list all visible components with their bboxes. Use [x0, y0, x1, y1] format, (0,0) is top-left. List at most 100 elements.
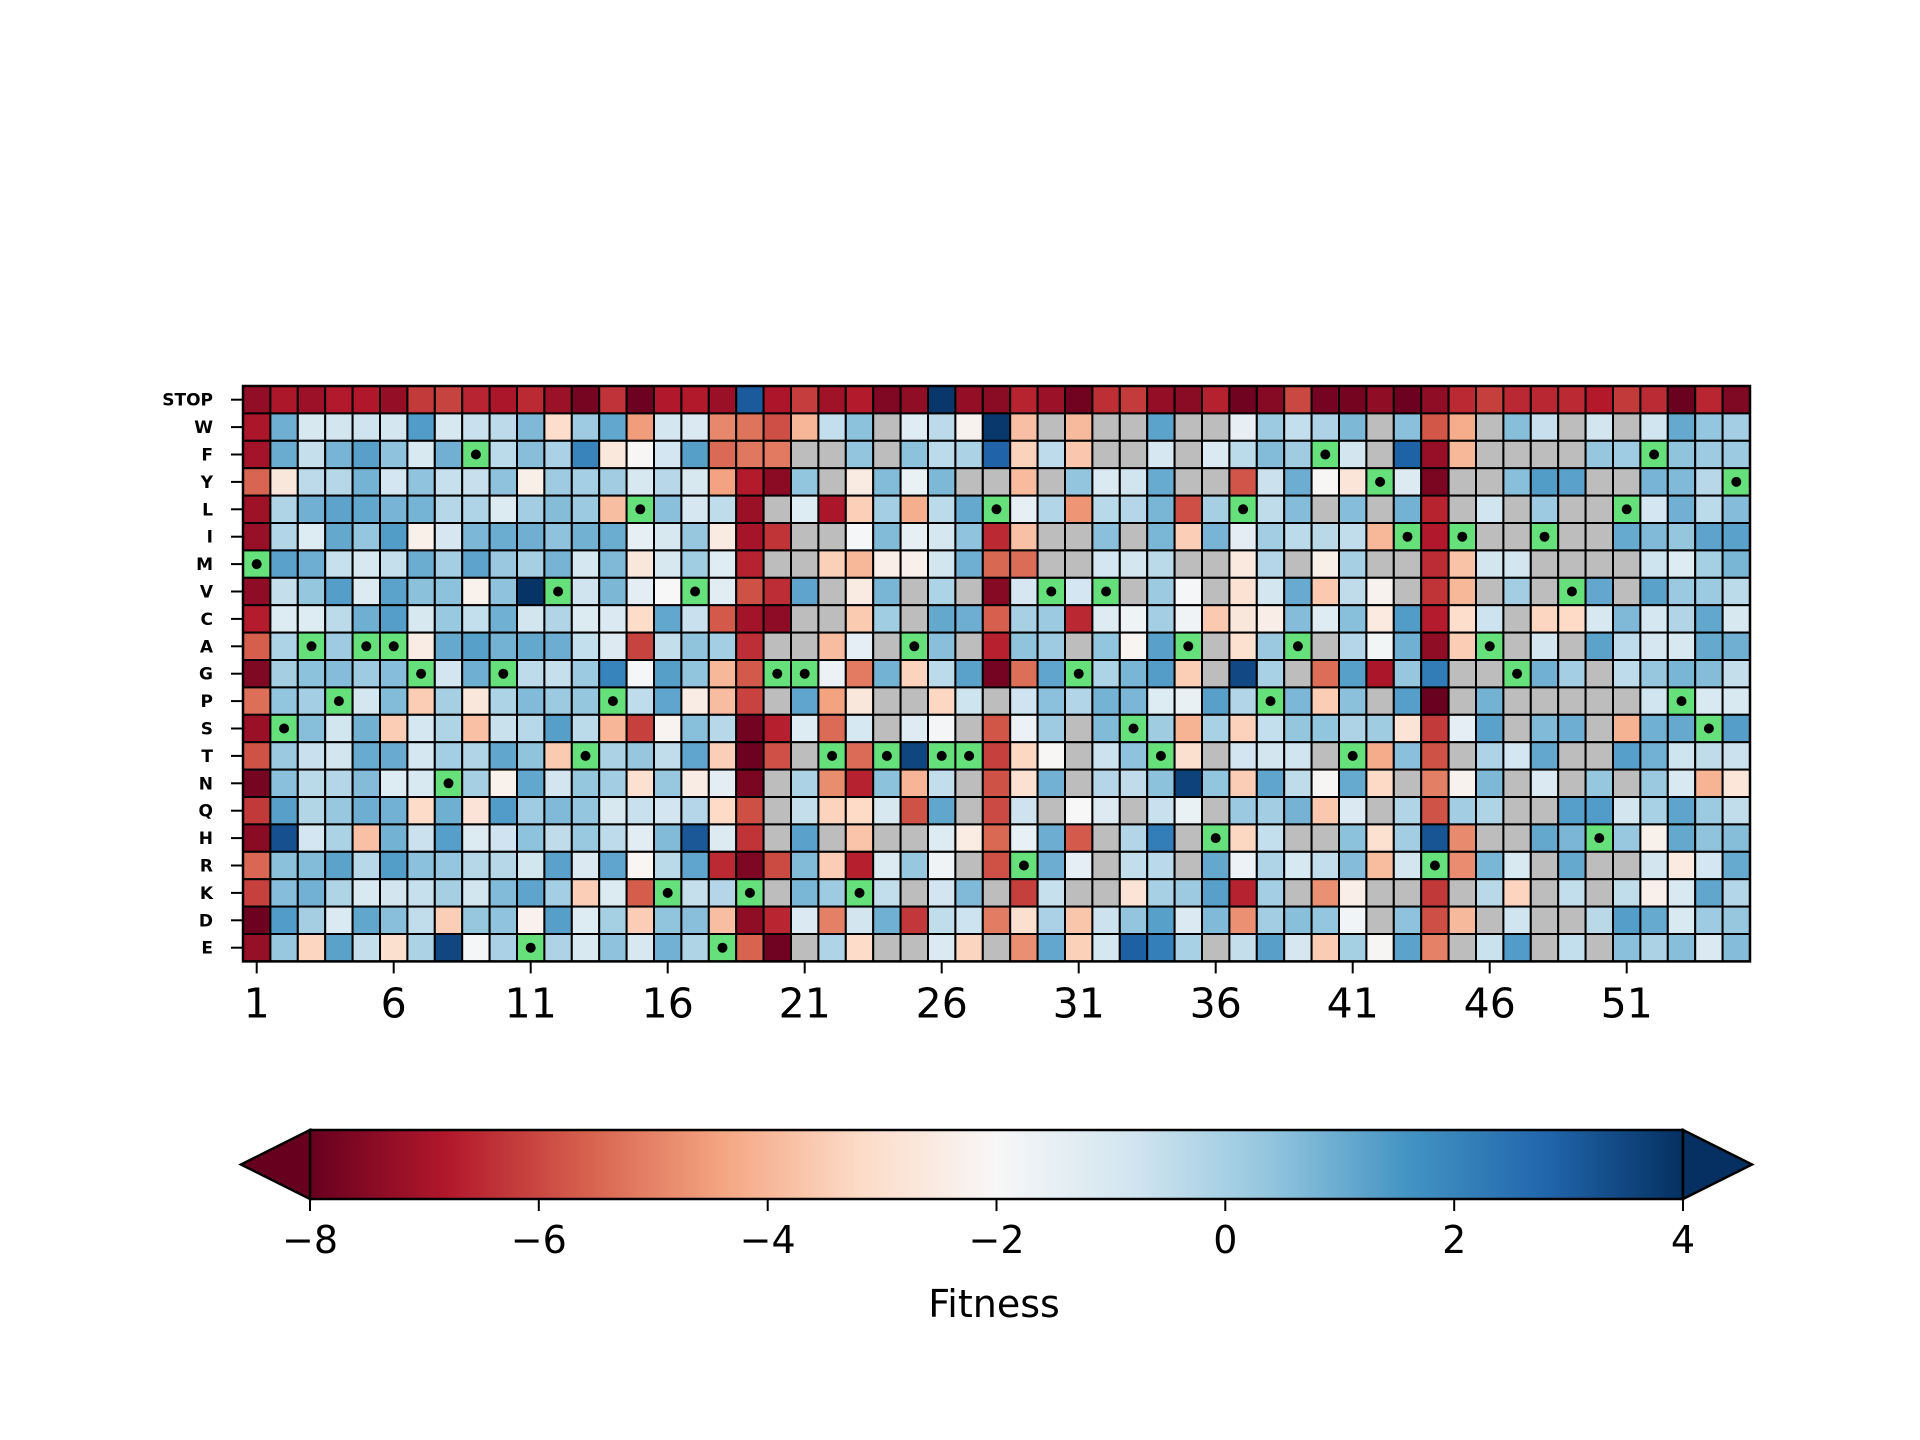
heatmap-cell: [680, 713, 710, 744]
heatmap-cell: [1639, 412, 1669, 442]
heatmap-cell: [1529, 439, 1560, 470]
heatmap-cell: [1338, 878, 1368, 908]
heatmap-cell: [1447, 823, 1477, 853]
heatmap-cell: [981, 549, 1012, 579]
heatmap-cell: [1091, 522, 1121, 552]
heatmap-cell: [927, 768, 957, 798]
heatmap-cell: [790, 796, 820, 826]
heatmap-cell: [1392, 741, 1423, 771]
heatmap-cell: [872, 576, 902, 607]
heatmap-cell: [1584, 741, 1614, 771]
heatmap-cell: [1338, 549, 1368, 579]
heatmap-cell: [899, 604, 929, 634]
heatmap-cell: [461, 549, 491, 579]
heatmap-cell: [1255, 549, 1286, 579]
heatmap-cell: [899, 659, 929, 689]
heatmap-cell: [1036, 768, 1066, 798]
heatmap-cell: [1118, 933, 1149, 963]
heatmap-cell: [351, 823, 382, 853]
heatmap-cell: [1721, 933, 1751, 963]
heatmap-cell: [1694, 741, 1724, 771]
heatmap-cell: [269, 933, 299, 963]
heatmap-cell: [1694, 823, 1724, 853]
heatmap-cell: [954, 549, 984, 579]
heatmap-cell: [1283, 439, 1313, 470]
heatmap-cell: [872, 713, 902, 744]
heatmap-cell: [1529, 713, 1560, 744]
heatmap-cell: [625, 905, 655, 935]
heatmap-cell: [680, 741, 710, 771]
heatmap-cell: [1310, 796, 1340, 826]
heatmap-cell: [1420, 604, 1450, 634]
column-label: 41: [1327, 979, 1379, 1027]
heatmap-cell: [1475, 576, 1505, 607]
heatmap-cell: [570, 631, 601, 661]
heatmap-cell: [1502, 796, 1532, 826]
heatmap-cell: [1201, 604, 1231, 634]
heatmap-cell: [1146, 576, 1176, 607]
heatmap-cell: [872, 933, 902, 963]
heatmap-cell: [269, 905, 299, 935]
heatmap-cell: [653, 741, 683, 771]
heatmap-cell: [735, 713, 765, 744]
heatmap-cell: [1447, 659, 1477, 689]
colorbar-tick-label: 0: [1213, 1218, 1237, 1262]
heatmap-cell: [762, 439, 792, 470]
heatmap-cell: [1338, 796, 1368, 826]
heatmap-cell: [817, 576, 847, 607]
heatmap-cell: [406, 741, 436, 771]
heatmap-cell: [1666, 659, 1697, 689]
heatmap-cell: [1173, 796, 1203, 826]
heatmap-cell: [735, 823, 765, 853]
heatmap-cell: [899, 713, 929, 744]
heatmap-cell: [872, 439, 902, 470]
heatmap-cell: [1036, 549, 1066, 579]
heatmap-cell: [1255, 467, 1286, 497]
heatmap-cell: [1557, 659, 1587, 689]
heatmap-cell: [1694, 933, 1724, 963]
heatmap-cell: [488, 878, 519, 908]
heatmap-cell: [707, 385, 738, 415]
heatmap-cell: [1529, 631, 1560, 661]
heatmap-cell: [1173, 659, 1203, 689]
row-label: I: [207, 528, 213, 548]
heatmap-cell: [1584, 467, 1614, 497]
heatmap-cell: [1064, 385, 1094, 415]
heatmap-cell: [516, 878, 546, 908]
heatmap-cell: [1255, 659, 1286, 689]
heatmap-cell: [1392, 604, 1423, 634]
heatmap-cell: [1502, 933, 1532, 963]
heatmap-cell: [735, 467, 765, 497]
heatmap-cell: [954, 686, 984, 716]
wildtype-dot: [936, 750, 947, 761]
wildtype-markers: [251, 449, 1742, 953]
heatmap-cell: [351, 713, 382, 744]
heatmap-cell: [1173, 686, 1203, 716]
heatmap-cell: [269, 522, 299, 552]
heatmap-cell: [433, 522, 464, 552]
heatmap-cell: [653, 549, 683, 579]
heatmap-cell: [488, 631, 519, 661]
heatmap-cell: [516, 385, 546, 415]
heatmap-cell: [598, 796, 628, 826]
heatmap-cell: [1338, 576, 1368, 607]
heatmap-cell: [1420, 385, 1450, 415]
heatmap-cell: [296, 576, 327, 607]
wildtype-dot: [1703, 723, 1714, 734]
colorbar-gradient: [308, 1128, 1685, 1201]
heatmap-cell: [1502, 494, 1532, 525]
heatmap-cell: [1118, 823, 1149, 853]
heatmap-cell: [927, 686, 957, 716]
heatmap-cell: [1639, 768, 1669, 798]
heatmap-cell: [1392, 768, 1423, 798]
heatmap-cell: [954, 823, 984, 853]
heatmap-cell: [1338, 631, 1368, 661]
heatmap-cell: [1255, 713, 1286, 744]
heatmap-cell: [1338, 494, 1368, 525]
heatmap-cell: [1228, 796, 1258, 826]
heatmap-cell: [1365, 713, 1395, 744]
heatmap-cell: [1201, 659, 1231, 689]
colorbar-tick-label: −8: [282, 1218, 338, 1262]
heatmap-cell: [296, 522, 327, 552]
heatmap-cell: [844, 850, 875, 881]
